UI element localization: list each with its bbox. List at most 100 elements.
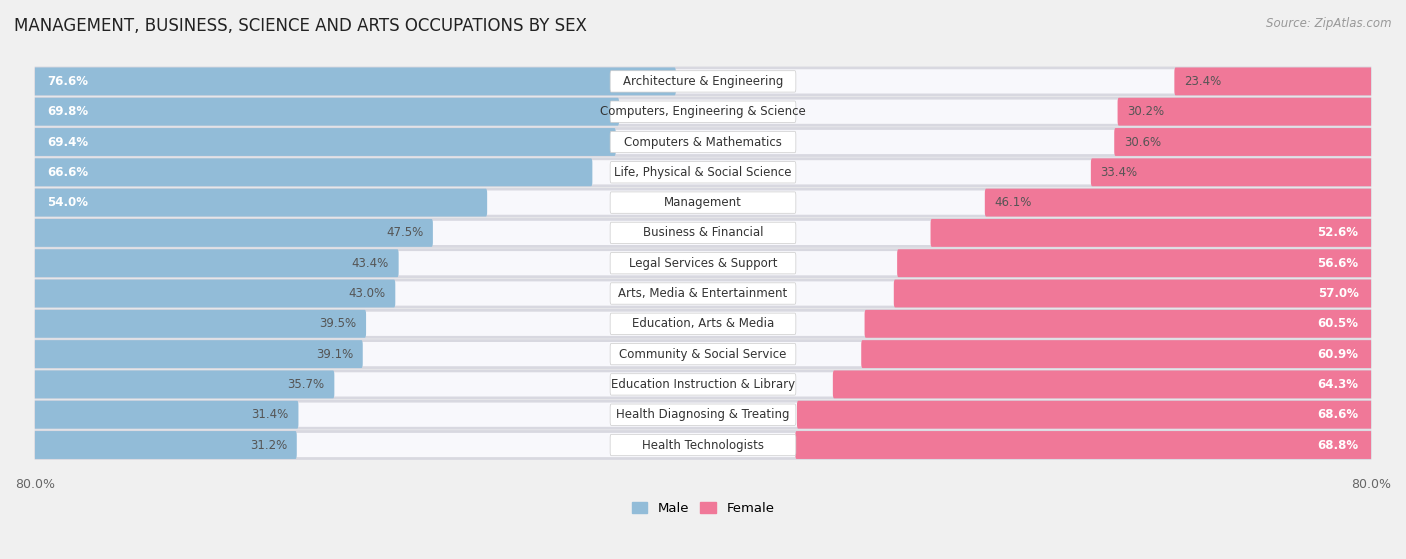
- Text: 30.2%: 30.2%: [1128, 105, 1164, 118]
- FancyBboxPatch shape: [1114, 128, 1372, 156]
- Text: Computers & Mathematics: Computers & Mathematics: [624, 135, 782, 149]
- FancyBboxPatch shape: [34, 340, 363, 368]
- FancyBboxPatch shape: [610, 71, 796, 92]
- FancyBboxPatch shape: [610, 283, 796, 304]
- FancyBboxPatch shape: [34, 339, 1372, 369]
- FancyBboxPatch shape: [34, 189, 486, 216]
- FancyBboxPatch shape: [796, 431, 1372, 459]
- FancyBboxPatch shape: [34, 249, 399, 277]
- FancyBboxPatch shape: [865, 310, 1372, 338]
- FancyBboxPatch shape: [39, 69, 1367, 93]
- Text: 33.4%: 33.4%: [1101, 166, 1137, 179]
- Text: 23.4%: 23.4%: [1184, 75, 1222, 88]
- Text: 60.5%: 60.5%: [1317, 318, 1358, 330]
- FancyBboxPatch shape: [34, 278, 1372, 309]
- FancyBboxPatch shape: [34, 67, 1372, 96]
- Text: Health Diagnosing & Treating: Health Diagnosing & Treating: [616, 408, 790, 421]
- Text: MANAGEMENT, BUSINESS, SCIENCE AND ARTS OCCUPATIONS BY SEX: MANAGEMENT, BUSINESS, SCIENCE AND ARTS O…: [14, 17, 586, 35]
- Text: Community & Social Service: Community & Social Service: [619, 348, 787, 361]
- Text: 43.4%: 43.4%: [352, 257, 389, 269]
- Text: 60.9%: 60.9%: [1317, 348, 1358, 361]
- Text: Source: ZipAtlas.com: Source: ZipAtlas.com: [1267, 17, 1392, 30]
- Text: 54.0%: 54.0%: [48, 196, 89, 209]
- FancyBboxPatch shape: [39, 402, 1367, 427]
- FancyBboxPatch shape: [34, 218, 1372, 248]
- Text: Architecture & Engineering: Architecture & Engineering: [623, 75, 783, 88]
- FancyBboxPatch shape: [610, 313, 796, 334]
- Text: Business & Financial: Business & Financial: [643, 226, 763, 239]
- Text: Education Instruction & Library: Education Instruction & Library: [612, 378, 794, 391]
- Text: 39.1%: 39.1%: [316, 348, 353, 361]
- Text: Arts, Media & Entertainment: Arts, Media & Entertainment: [619, 287, 787, 300]
- FancyBboxPatch shape: [610, 253, 796, 274]
- FancyBboxPatch shape: [1174, 68, 1372, 96]
- Text: 35.7%: 35.7%: [288, 378, 325, 391]
- FancyBboxPatch shape: [39, 342, 1367, 366]
- Text: 69.4%: 69.4%: [48, 135, 89, 149]
- Text: Legal Services & Support: Legal Services & Support: [628, 257, 778, 269]
- Text: 76.6%: 76.6%: [48, 75, 89, 88]
- FancyBboxPatch shape: [39, 130, 1367, 154]
- Text: 69.8%: 69.8%: [48, 105, 89, 118]
- Text: 39.5%: 39.5%: [319, 318, 357, 330]
- FancyBboxPatch shape: [34, 400, 1372, 429]
- FancyBboxPatch shape: [862, 340, 1372, 368]
- FancyBboxPatch shape: [34, 68, 676, 96]
- FancyBboxPatch shape: [34, 369, 1372, 399]
- FancyBboxPatch shape: [34, 431, 297, 459]
- FancyBboxPatch shape: [34, 310, 366, 338]
- FancyBboxPatch shape: [894, 280, 1372, 307]
- Text: 64.3%: 64.3%: [1317, 378, 1358, 391]
- FancyBboxPatch shape: [39, 221, 1367, 245]
- Text: 43.0%: 43.0%: [349, 287, 385, 300]
- FancyBboxPatch shape: [897, 249, 1372, 277]
- FancyBboxPatch shape: [39, 372, 1367, 396]
- FancyBboxPatch shape: [610, 162, 796, 183]
- Text: 31.2%: 31.2%: [250, 438, 287, 452]
- FancyBboxPatch shape: [984, 189, 1372, 216]
- Text: Management: Management: [664, 196, 742, 209]
- FancyBboxPatch shape: [797, 401, 1372, 429]
- FancyBboxPatch shape: [610, 192, 796, 214]
- Text: Education, Arts & Media: Education, Arts & Media: [631, 318, 775, 330]
- FancyBboxPatch shape: [34, 401, 298, 429]
- FancyBboxPatch shape: [610, 404, 796, 425]
- FancyBboxPatch shape: [34, 128, 616, 156]
- FancyBboxPatch shape: [1118, 98, 1372, 126]
- FancyBboxPatch shape: [832, 371, 1372, 399]
- FancyBboxPatch shape: [34, 158, 592, 186]
- Text: 68.6%: 68.6%: [1317, 408, 1358, 421]
- FancyBboxPatch shape: [39, 281, 1367, 306]
- FancyBboxPatch shape: [39, 433, 1367, 457]
- FancyBboxPatch shape: [39, 160, 1367, 184]
- FancyBboxPatch shape: [39, 251, 1367, 276]
- FancyBboxPatch shape: [610, 374, 796, 395]
- FancyBboxPatch shape: [610, 222, 796, 244]
- Text: Life, Physical & Social Science: Life, Physical & Social Science: [614, 166, 792, 179]
- FancyBboxPatch shape: [610, 434, 796, 456]
- Text: 66.6%: 66.6%: [48, 166, 89, 179]
- Text: 46.1%: 46.1%: [994, 196, 1032, 209]
- FancyBboxPatch shape: [931, 219, 1372, 247]
- Text: Computers, Engineering & Science: Computers, Engineering & Science: [600, 105, 806, 118]
- FancyBboxPatch shape: [34, 127, 1372, 157]
- FancyBboxPatch shape: [39, 312, 1367, 336]
- FancyBboxPatch shape: [610, 101, 796, 122]
- FancyBboxPatch shape: [34, 371, 335, 399]
- FancyBboxPatch shape: [34, 219, 433, 247]
- FancyBboxPatch shape: [34, 98, 619, 126]
- Text: 68.8%: 68.8%: [1317, 438, 1358, 452]
- FancyBboxPatch shape: [39, 191, 1367, 215]
- Text: 30.6%: 30.6%: [1123, 135, 1161, 149]
- FancyBboxPatch shape: [610, 343, 796, 365]
- FancyBboxPatch shape: [39, 100, 1367, 124]
- FancyBboxPatch shape: [34, 430, 1372, 460]
- FancyBboxPatch shape: [1091, 158, 1372, 186]
- Legend: Male, Female: Male, Female: [626, 496, 780, 520]
- Text: 31.4%: 31.4%: [252, 408, 288, 421]
- FancyBboxPatch shape: [610, 131, 796, 153]
- FancyBboxPatch shape: [34, 188, 1372, 217]
- Text: 47.5%: 47.5%: [387, 226, 423, 239]
- Text: 52.6%: 52.6%: [1317, 226, 1358, 239]
- FancyBboxPatch shape: [34, 309, 1372, 339]
